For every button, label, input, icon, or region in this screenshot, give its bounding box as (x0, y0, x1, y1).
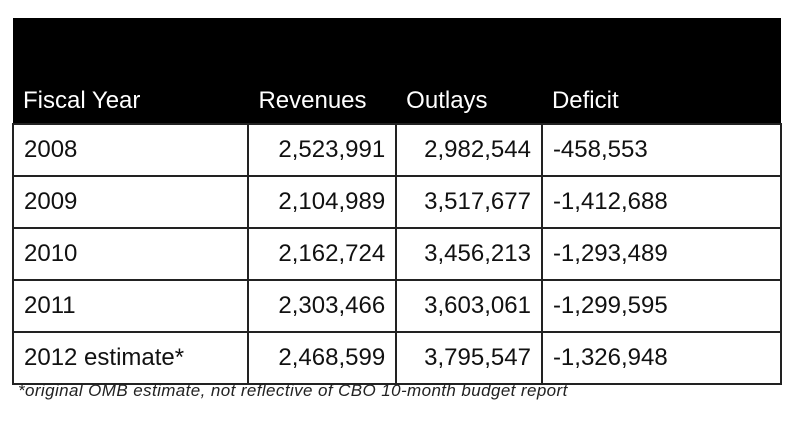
table-row: 2009 2,104,989 3,517,677 -1,412,688 (11, 175, 783, 229)
table-row: 2011 2,303,466 3,603,061 -1,299,595 (11, 279, 783, 333)
cell-revenues: 2,468,599 (247, 331, 398, 385)
cell-outlays: 3,603,061 (395, 279, 543, 333)
cell-deficit: -458,553 (540, 123, 783, 177)
cell-revenues: 2,523,991 (247, 123, 398, 177)
header-revenues: Revenues (248, 18, 397, 125)
header-outlays: Outlays (396, 18, 542, 125)
cell-deficit: -1,299,595 (540, 279, 783, 333)
cell-outlays: 3,517,677 (395, 175, 543, 229)
cell-outlays: 2,982,544 (395, 123, 543, 177)
cell-outlays: 3,795,547 (395, 331, 543, 385)
table-body: 2008 2,523,991 2,982,544 -458,553 2009 2… (11, 123, 783, 385)
cell-outlays: 3,456,213 (395, 227, 543, 281)
cell-deficit: -1,326,948 (540, 331, 783, 385)
cell-revenues: 2,303,466 (247, 279, 398, 333)
table-row: 2012 estimate* 2,468,599 3,795,547 -1,32… (11, 331, 783, 385)
cell-fiscal-year: 2009 (11, 175, 250, 229)
cell-revenues: 2,162,724 (247, 227, 398, 281)
table-header: Fiscal Year Revenues Outlays Deficit (13, 18, 781, 125)
table-row: 2010 2,162,724 3,456,213 -1,293,489 (11, 227, 783, 281)
cell-fiscal-year: 2012 estimate* (11, 331, 250, 385)
header-fiscal-year: Fiscal Year (13, 18, 249, 125)
cell-fiscal-year: 2010 (11, 227, 250, 281)
table-row: 2008 2,523,991 2,982,544 -458,553 (11, 123, 783, 177)
footnote: *original OMB estimate, not reflective o… (18, 381, 568, 400)
cell-fiscal-year: 2008 (11, 123, 250, 177)
budget-table: Fiscal Year Revenues Outlays Deficit 200… (11, 18, 783, 385)
cell-deficit: -1,412,688 (540, 175, 783, 229)
header-deficit: Deficit (541, 18, 781, 125)
header-row: Fiscal Year Revenues Outlays Deficit (13, 18, 781, 125)
cell-revenues: 2,104,989 (247, 175, 398, 229)
cell-deficit: -1,293,489 (540, 227, 783, 281)
cell-fiscal-year: 2011 (11, 279, 250, 333)
